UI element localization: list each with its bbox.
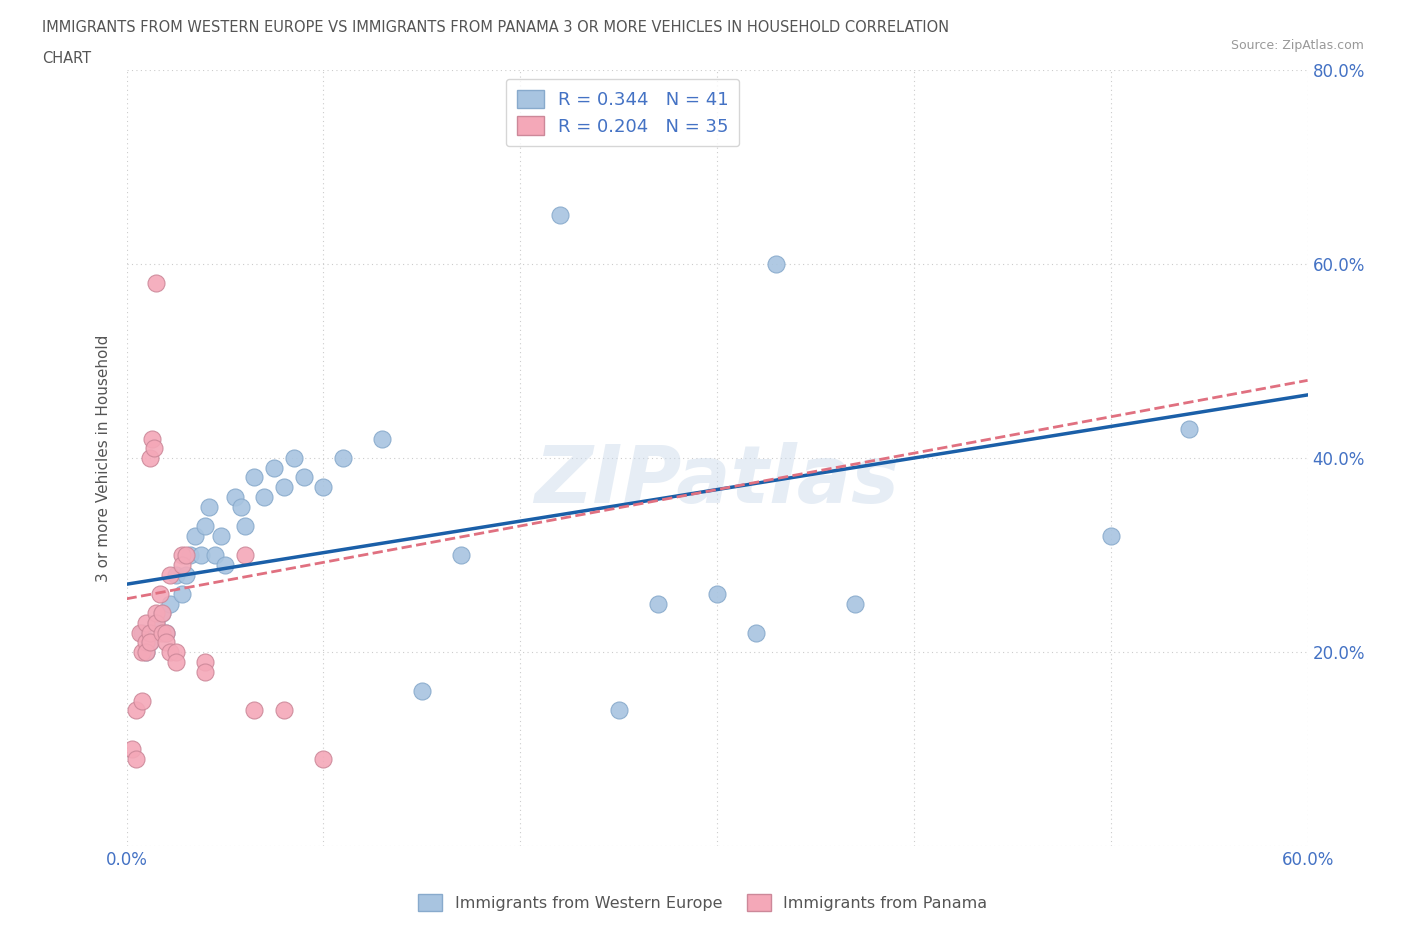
Point — [139, 635, 162, 650]
Point — [145, 616, 167, 631]
Point — [450, 548, 472, 563]
Point — [184, 528, 207, 543]
Point — [194, 655, 217, 670]
Point — [312, 480, 335, 495]
Legend: R = 0.344   N = 41, R = 0.204   N = 35: R = 0.344 N = 41, R = 0.204 N = 35 — [506, 79, 740, 146]
Point — [243, 703, 266, 718]
Point — [125, 703, 148, 718]
Point — [209, 528, 232, 543]
Point — [165, 644, 187, 659]
Point — [647, 596, 669, 611]
Point — [411, 684, 433, 698]
Point — [131, 644, 153, 659]
Point — [145, 616, 167, 631]
Point — [155, 625, 177, 640]
Point — [139, 625, 162, 640]
Point — [131, 625, 153, 640]
Point — [149, 587, 172, 602]
Point — [273, 703, 295, 718]
Point — [150, 606, 173, 621]
Point — [179, 548, 201, 563]
Point — [263, 460, 285, 475]
Point — [233, 548, 256, 563]
Point — [135, 635, 157, 650]
Point — [548, 208, 571, 223]
Point — [204, 548, 226, 563]
Point — [214, 557, 236, 572]
Point — [243, 470, 266, 485]
Point — [159, 596, 181, 611]
Point — [165, 567, 187, 582]
Point — [145, 276, 167, 291]
Point — [844, 596, 866, 611]
Point — [194, 519, 217, 534]
Point — [233, 519, 256, 534]
Point — [150, 606, 173, 621]
Point — [190, 548, 212, 563]
Point — [194, 664, 217, 679]
Point — [139, 451, 162, 466]
Point — [607, 703, 630, 718]
Point — [174, 548, 197, 563]
Point — [371, 432, 394, 446]
Point — [135, 616, 157, 631]
Point — [129, 625, 152, 640]
Point — [170, 587, 193, 602]
Point — [145, 606, 167, 621]
Legend: Immigrants from Western Europe, Immigrants from Panama: Immigrants from Western Europe, Immigran… — [412, 888, 994, 917]
Text: Source: ZipAtlas.com: Source: ZipAtlas.com — [1230, 39, 1364, 52]
Point — [125, 751, 148, 766]
Point — [155, 625, 177, 640]
Point — [1178, 421, 1201, 436]
Point — [283, 451, 305, 466]
Point — [143, 441, 166, 456]
Point — [170, 557, 193, 572]
Point — [170, 548, 193, 563]
Point — [253, 489, 276, 504]
Point — [273, 480, 295, 495]
Point — [159, 567, 181, 582]
Point — [229, 499, 252, 514]
Point — [706, 587, 728, 602]
Point — [135, 644, 157, 659]
Point — [224, 489, 246, 504]
Point — [155, 635, 177, 650]
Point — [139, 635, 162, 650]
Point — [150, 625, 173, 640]
Y-axis label: 3 or more Vehicles in Household: 3 or more Vehicles in Household — [96, 335, 111, 581]
Point — [174, 567, 197, 582]
Point — [292, 470, 315, 485]
Point — [745, 625, 768, 640]
Point — [165, 655, 187, 670]
Point — [131, 693, 153, 708]
Point — [1099, 528, 1122, 543]
Point — [765, 257, 787, 272]
Point — [135, 644, 157, 659]
Point — [121, 742, 143, 757]
Point — [332, 451, 354, 466]
Point — [159, 644, 181, 659]
Text: IMMIGRANTS FROM WESTERN EUROPE VS IMMIGRANTS FROM PANAMA 3 OR MORE VEHICLES IN H: IMMIGRANTS FROM WESTERN EUROPE VS IMMIGR… — [42, 20, 949, 35]
Point — [198, 499, 221, 514]
Text: CHART: CHART — [42, 51, 91, 66]
Point — [141, 432, 163, 446]
Point — [312, 751, 335, 766]
Text: ZIPatlas: ZIPatlas — [534, 443, 900, 520]
